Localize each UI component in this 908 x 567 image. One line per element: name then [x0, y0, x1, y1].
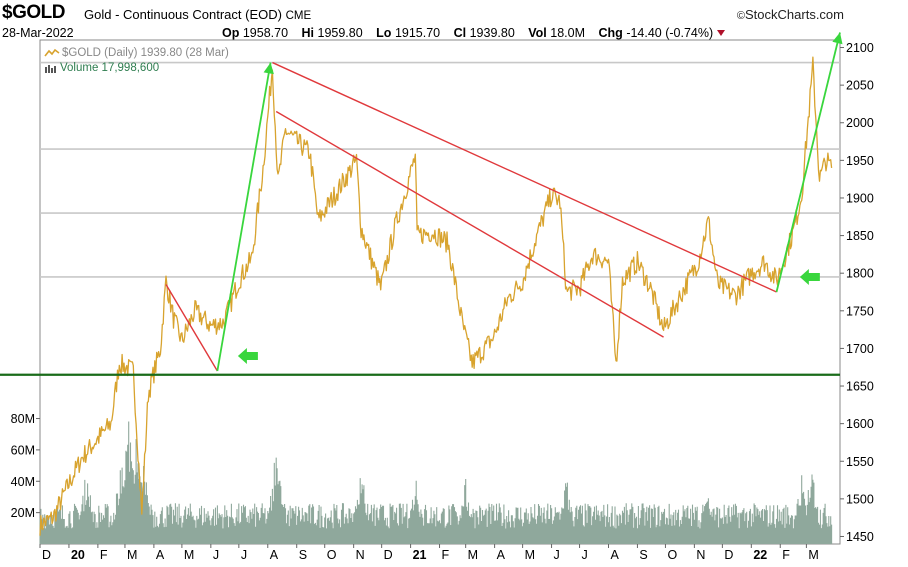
price-tick-label: 1650	[846, 380, 874, 394]
chg-value: -14.40 (-0.74%)	[626, 26, 714, 40]
vol-value: 18.0M	[550, 26, 586, 40]
copyright-icon: ©	[736, 10, 746, 22]
volume-tick-label: 80M	[11, 412, 35, 426]
brand-label: ©StockCharts.com	[737, 7, 844, 22]
green-trendline	[775, 32, 841, 293]
price-tick-label: 1700	[846, 342, 874, 356]
month-label: J	[213, 548, 219, 562]
month-label: D	[42, 548, 51, 562]
month-label: N	[696, 548, 705, 562]
month-label: A	[497, 548, 506, 562]
op-value: 1958.70	[242, 26, 289, 40]
green-trendline	[216, 62, 272, 372]
price-tick-label: 1500	[846, 492, 874, 506]
month-label: A	[270, 548, 279, 562]
overlay-layer	[0, 32, 843, 376]
price-tick-label: 2050	[846, 79, 874, 93]
red-trendline	[165, 284, 218, 372]
price-tick-label: 1850	[846, 229, 874, 243]
month-label: 21	[413, 548, 427, 562]
hi-value: 1959.80	[317, 26, 363, 40]
price-tick-label: 2100	[846, 41, 874, 55]
month-label: A	[610, 548, 619, 562]
month-label: 20	[71, 548, 85, 562]
month-label: O	[327, 548, 337, 562]
green-arrow-marker	[799, 268, 820, 285]
price-line	[39, 56, 833, 536]
quote-date: 28-Mar-2022	[2, 26, 74, 40]
lo-label: Lo	[376, 26, 392, 40]
volume-tick-label: 20M	[11, 506, 35, 520]
volume-tick-label: 40M	[11, 475, 35, 489]
axis-layer: 1450 1500 1550 1600 1650 1700 1750 1800 1850 1900…	[11, 41, 874, 562]
price-tick-label: 1900	[846, 191, 874, 205]
month-label: S	[299, 548, 307, 562]
month-label: N	[356, 548, 365, 562]
price-tick-label: 1550	[846, 455, 874, 469]
month-label: F	[782, 548, 790, 562]
price-tick-label: 1950	[846, 154, 874, 168]
lo-value: 1915.70	[394, 26, 441, 40]
exchange-label: CME	[285, 10, 312, 22]
symbol-title: $GOLD	[2, 2, 65, 23]
price-tick-label: 1450	[846, 530, 874, 544]
grid-layer	[40, 61, 840, 278]
line-chart-icon	[44, 48, 60, 57]
month-label: D	[724, 548, 733, 562]
month-label: O	[667, 548, 677, 562]
hi-label: Hi	[301, 26, 315, 40]
month-label: J	[582, 548, 588, 562]
price-tick-label: 1750	[846, 304, 874, 318]
red-trendline	[272, 61, 777, 293]
legend-price: $GOLD (Daily) 1939.80 (28 Mar)	[44, 47, 229, 59]
month-label: M	[808, 548, 818, 562]
green-arrowhead	[263, 62, 274, 75]
month-label: M	[468, 548, 478, 562]
plot-area	[39, 39, 841, 545]
vol-label: Vol	[528, 26, 547, 40]
op-label: Op	[222, 26, 240, 40]
price-layer	[39, 56, 833, 536]
month-label: M	[127, 548, 137, 562]
month-label: A	[156, 548, 165, 562]
bar-chart-icon	[45, 65, 56, 73]
legend-price-text: $GOLD (Daily) 1939.80 (28 Mar)	[62, 47, 229, 59]
month-label: D	[384, 548, 393, 562]
down-arrow-icon	[717, 30, 726, 36]
month-label: J	[241, 548, 247, 562]
volume-tick-label: 60M	[11, 443, 35, 457]
cl-label: Cl	[453, 26, 467, 40]
symbol-description: Gold - Continuous Contract (EOD) CME	[84, 7, 311, 22]
brand-text: StockCharts.com	[745, 7, 844, 22]
chg-label: Chg	[598, 26, 623, 40]
month-label: M	[184, 548, 194, 562]
month-label: J	[554, 548, 560, 562]
legend-volume-text: Volume 17,998,600	[60, 62, 160, 74]
description-text: Gold - Continuous Contract (EOD)	[84, 7, 282, 22]
price-tick-label: 2000	[846, 116, 874, 130]
month-label: 22	[753, 548, 767, 562]
ohlc-readout: Op 1958.70 Hi 1959.80 Lo 1915.70 Cl 1939…	[222, 26, 726, 40]
cl-value: 1939.80	[469, 26, 515, 40]
month-label: M	[525, 548, 535, 562]
price-tick-label: 1800	[846, 267, 874, 281]
month-label: S	[639, 548, 647, 562]
green-arrow-marker	[237, 347, 258, 364]
month-label: F	[442, 548, 450, 562]
price-tick-label: 1600	[846, 417, 874, 431]
green-arrowhead	[832, 32, 843, 45]
red-trendline	[275, 110, 664, 338]
legend-volume: Volume 17,998,600	[44, 62, 159, 74]
month-label: F	[100, 548, 108, 562]
